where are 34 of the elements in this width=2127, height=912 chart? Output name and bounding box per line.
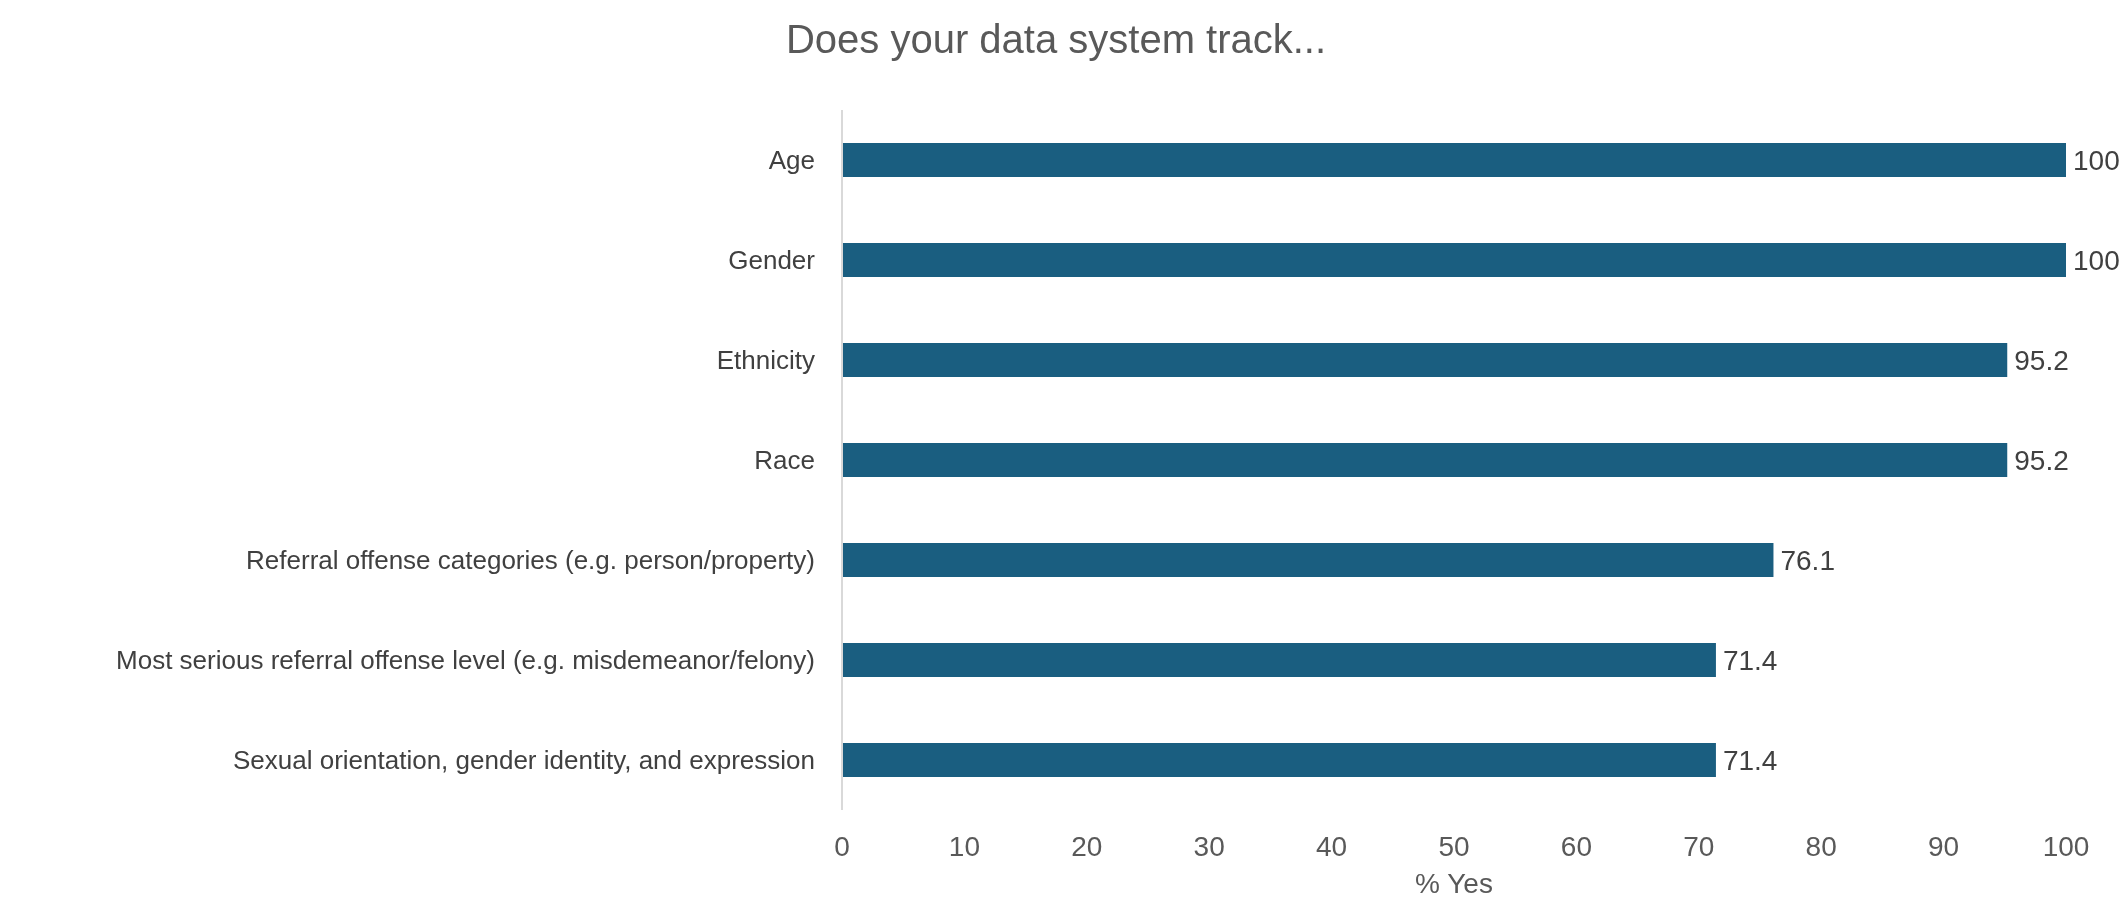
x-tick-label: 80: [1805, 830, 1837, 862]
data-label: 100: [2073, 144, 2120, 176]
x-tick-label: 40: [1316, 830, 1348, 862]
y-tick-label: Age: [768, 145, 815, 176]
bar: [842, 343, 2008, 377]
y-tick-label: Race: [754, 445, 815, 476]
data-label: 76.1: [1780, 544, 1835, 576]
y-tick-label: Most serious referral offense level (e.g. misdemeanor/felony): [116, 645, 815, 676]
bar: [842, 443, 2008, 477]
x-tick-label: 70: [1683, 830, 1715, 862]
y-tick-label: Gender: [728, 245, 816, 276]
bar: [842, 743, 1716, 777]
y-tick-label: Referral offense categories (e.g. person/property): [246, 545, 815, 576]
data-label: 71.4: [1722, 744, 1778, 776]
x-axis-title: % Yes: [1415, 868, 1493, 899]
bar: [842, 543, 1774, 577]
bar: [842, 143, 2066, 177]
y-tick-label: Sexual orientation, gender identity, and expression: [232, 745, 815, 776]
x-tick-label: 20: [1071, 830, 1103, 862]
y-tick-label: Ethnicity: [716, 345, 815, 376]
x-tick-label: 0: [834, 830, 850, 862]
data-label: 95.2: [2014, 344, 2069, 376]
data-label: 71.4: [1722, 644, 1778, 676]
data-label: 100: [2073, 244, 2120, 276]
x-tick-label: 100: [2042, 830, 2090, 862]
x-tick-label: 50: [1438, 830, 1470, 862]
bar: [842, 643, 1716, 677]
x-tick-label: 10: [948, 830, 980, 862]
chart-title: Does your data system track...: [784, 17, 1328, 61]
x-tick-label: 60: [1560, 830, 1592, 862]
x-tick-label: 30: [1193, 830, 1225, 862]
data-label: 95.2: [2014, 444, 2069, 476]
bar: [842, 243, 2066, 277]
x-tick-label: 90: [1928, 830, 1960, 862]
